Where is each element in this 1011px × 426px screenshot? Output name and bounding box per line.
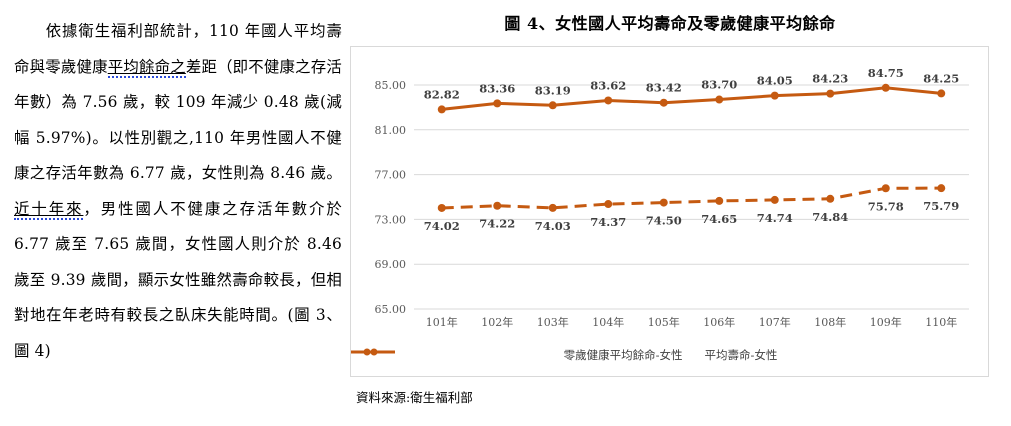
data-label: 82.82 [424, 87, 460, 101]
x-tick-label: 110年 [925, 315, 957, 329]
chart-plot-area: 85.00 81.00 77.00 73.00 69.00 65.00 101年 102年 10… [375, 66, 969, 329]
data-label: 84.75 [868, 66, 904, 80]
x-tick-label: 109年 [870, 315, 902, 329]
x-tick-label: 108年 [814, 315, 846, 329]
data-point-marker [437, 105, 446, 114]
x-tick-label: 107年 [759, 315, 791, 329]
data-point-marker [881, 83, 890, 92]
data-point-marker [604, 96, 613, 105]
series-line-0 [441, 186, 942, 210]
data-label: 74.65 [701, 212, 737, 226]
x-tick-label: 103年 [537, 315, 569, 329]
legend-label-healthy-life-expectancy: 零歲健康平均餘命-女性 [563, 348, 683, 362]
series-line-1 [441, 86, 942, 111]
x-tick-label: 101年 [426, 315, 458, 329]
figure-source: 資料來源:衛生福利部 [356, 390, 473, 405]
data-label: 75.79 [923, 199, 959, 213]
data-point-marker [826, 89, 835, 98]
data-label: 83.36 [479, 81, 515, 95]
line-chart: 85.00 81.00 77.00 73.00 69.00 65.00 101年 102年 10… [350, 46, 989, 377]
data-label: 83.70 [701, 78, 737, 92]
data-point-marker [548, 101, 557, 110]
paragraph-text-3: ，男性國人不健康之存活年數介於6.77 歲至 7.65 歲間，女性國人則介於 8… [14, 199, 342, 360]
body-paragraph: 依據衛生福利部統計，110 年國人平均壽命與零歲健康平均餘命之差距（即不健康之存… [14, 14, 342, 369]
data-point-marker [937, 184, 946, 193]
y-tick-label: 85.00 [375, 79, 407, 92]
data-label: 83.62 [590, 78, 626, 92]
paragraph-text-2: 差距（即不健康之存活年數）為 7.56 歲，較 109 年減少 0.48 歲(減… [14, 57, 342, 183]
data-point-marker [493, 99, 502, 108]
data-point-marker [604, 200, 613, 209]
paragraph-text-1: 依據衛生福利部統計，110 年國人平均壽命與零歲健康 [14, 22, 342, 76]
legend-label-life-expectancy: 平均壽命-女性 [704, 348, 778, 362]
data-label: 83.19 [535, 83, 571, 97]
solid-line-marker-icon [351, 348, 383, 356]
x-tick-label: 105年 [648, 315, 680, 329]
y-tick-label: 81.00 [375, 124, 407, 137]
underlined-phrase-1: 平均餘命之 [107, 57, 186, 78]
data-label: 74.22 [479, 217, 515, 231]
data-label: 74.74 [757, 211, 793, 225]
x-tick-label: 104年 [592, 315, 624, 329]
data-point-marker [659, 98, 668, 107]
data-label: 75.78 [868, 199, 904, 213]
x-tick-label: 102年 [481, 315, 513, 329]
data-point-marker [715, 196, 724, 205]
legend-item-life-expectancy: 平均壽命-女性 [351, 347, 778, 363]
data-point-marker [659, 198, 668, 207]
figure-title: 圖 4、女性國人平均壽命及零歲健康平均餘命 [504, 14, 836, 33]
underlined-phrase-2: 近十年來 [14, 199, 84, 220]
data-point-marker [437, 203, 446, 212]
data-label: 74.84 [812, 210, 848, 224]
data-point-marker [493, 201, 502, 210]
data-point-marker [548, 203, 557, 212]
data-label: 84.23 [812, 72, 848, 86]
data-point-marker [715, 95, 724, 104]
data-label: 84.25 [923, 71, 959, 85]
data-point-marker [770, 91, 779, 100]
data-label: 84.05 [757, 74, 793, 88]
chart-legend: 零歲健康平均餘命-女性 平均壽命-女性 [351, 347, 990, 363]
legend-item-healthy-life-expectancy: 零歲健康平均餘命-女性 [353, 347, 683, 363]
data-label: 74.02 [424, 219, 460, 233]
x-tick-label: 106年 [703, 315, 735, 329]
data-label: 74.37 [590, 215, 626, 229]
y-tick-label: 69.00 [375, 258, 407, 271]
data-label: 74.03 [535, 219, 571, 233]
y-tick-label: 77.00 [375, 169, 407, 182]
data-label: 74.50 [646, 214, 682, 228]
y-tick-label: 65.00 [375, 303, 407, 316]
data-point-marker [937, 89, 946, 98]
y-tick-label: 73.00 [375, 213, 407, 226]
data-label: 83.42 [646, 81, 682, 95]
data-point-marker [770, 195, 779, 204]
data-point-marker [881, 184, 890, 193]
data-point-marker [826, 194, 835, 203]
